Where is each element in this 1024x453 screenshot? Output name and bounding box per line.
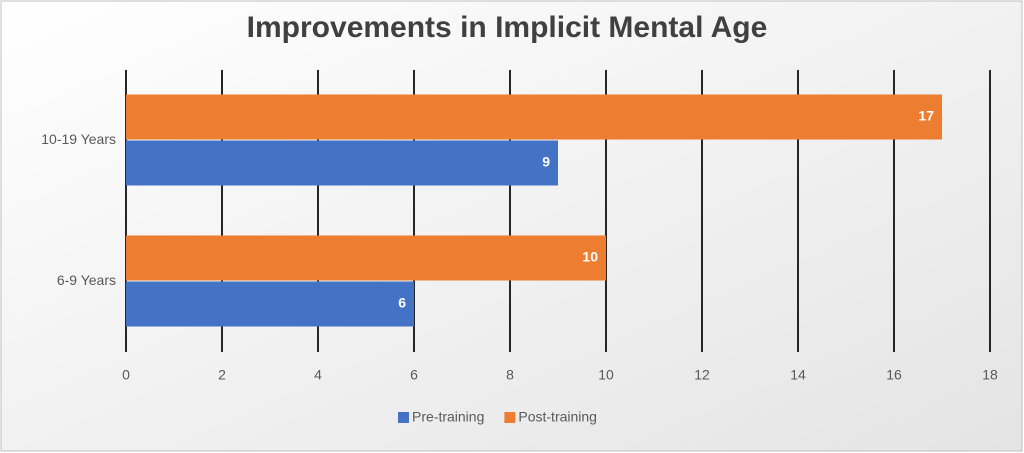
x-tick-label: 2 — [218, 367, 226, 383]
legend-swatch — [398, 412, 409, 423]
x-tick-label: 16 — [886, 367, 902, 383]
data-label: 10 — [582, 249, 598, 265]
bar — [126, 281, 414, 327]
x-tick-label: 18 — [982, 367, 998, 383]
x-tick-label: 6 — [410, 367, 418, 383]
y-tick-label: 10-19 Years — [41, 131, 116, 147]
x-tick-label: 14 — [790, 367, 806, 383]
bar — [126, 235, 606, 281]
data-label: 6 — [398, 295, 406, 311]
x-tick-label: 4 — [314, 367, 322, 383]
x-tick-label: 12 — [694, 367, 710, 383]
x-tick-label: 10 — [598, 367, 614, 383]
chart-title: Improvements in Implicit Mental Age — [247, 11, 768, 44]
x-tick-label: 0 — [122, 367, 130, 383]
legend-label: Pre-training — [412, 409, 484, 425]
x-tick-label: 8 — [506, 367, 514, 383]
legend-swatch — [504, 412, 516, 423]
y-tick-label: 6-9 Years — [57, 272, 116, 288]
bar — [126, 94, 942, 140]
bar — [126, 140, 558, 186]
data-label: 9 — [542, 154, 550, 170]
legend-label: Post-training — [518, 409, 597, 425]
data-label: 17 — [918, 108, 934, 124]
